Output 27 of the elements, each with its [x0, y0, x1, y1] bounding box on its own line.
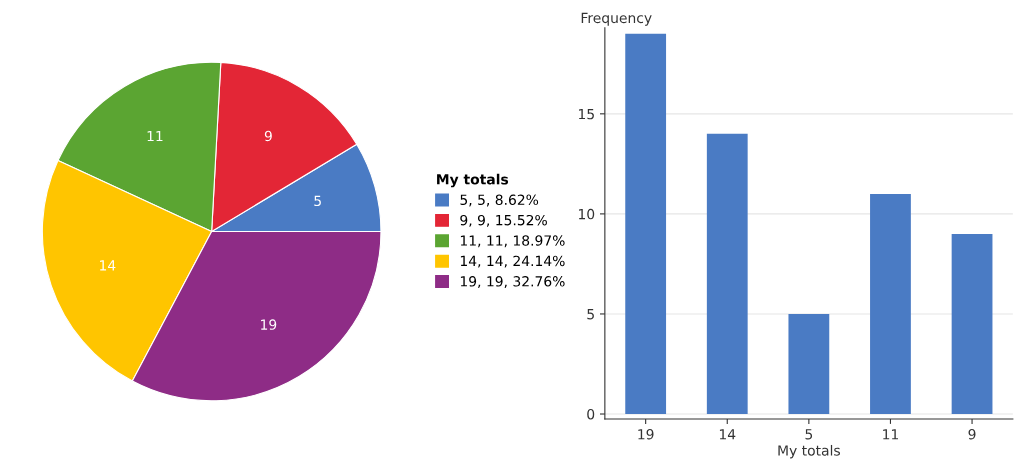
data-label: 5 — [314, 195, 321, 207]
x-tick-label: 5 — [805, 429, 813, 440]
y-tick-label: 10 — [578, 208, 595, 220]
legend-label: 19, 19, 32.76% — [460, 276, 565, 288]
data-label: 9 — [264, 130, 272, 142]
x-tick-label: 14 — [719, 429, 736, 440]
x-tick-label: 11 — [883, 429, 899, 440]
x-tick-label: 19 — [638, 428, 654, 440]
legend-label: 9, 9, 15.52% — [460, 214, 547, 227]
x-axis-title: My totals — [778, 444, 840, 459]
y-axis-title: Frequency — [581, 12, 652, 26]
bar — [706, 133, 748, 415]
legend-title: My totals — [437, 173, 509, 188]
y-tick-label: 0 — [587, 408, 595, 420]
data-label: 11 — [147, 130, 163, 142]
data-label: 14 — [100, 260, 116, 271]
bar — [870, 193, 911, 415]
y-tick-label: 5 — [587, 309, 594, 320]
bar — [788, 313, 830, 415]
y-tick-label: 15 — [578, 108, 594, 120]
x-tick-label: 9 — [968, 428, 976, 440]
bar — [625, 33, 667, 415]
data-label: 19 — [261, 319, 277, 330]
legend-label: 11, 11, 18.97% — [460, 235, 565, 248]
legend-label: 5, 5, 8.62% — [460, 194, 539, 207]
bar — [951, 233, 993, 415]
legend-label: 14, 14, 24.14% — [460, 255, 565, 268]
